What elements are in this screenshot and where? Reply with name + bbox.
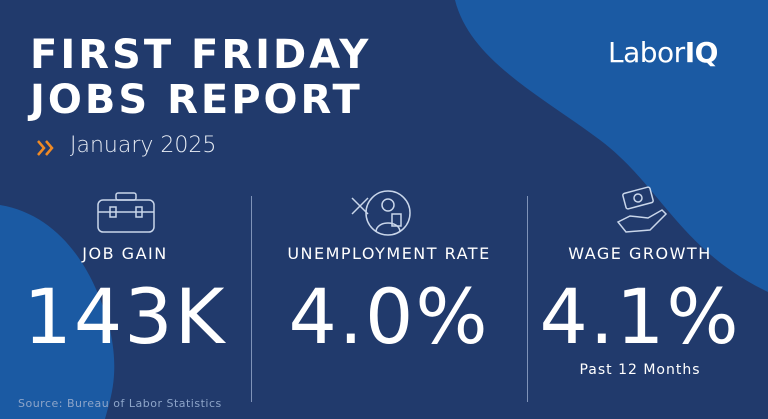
blob-bottom-left [0, 205, 115, 419]
stat-value: 143K [23, 272, 227, 361]
logo-text: IQ [684, 36, 719, 69]
source: Source: Bureau of Labor Statistics [18, 397, 222, 410]
divider [527, 196, 528, 402]
report-date: January 2025 [70, 133, 217, 158]
logo-text: Labor [608, 36, 685, 69]
stat-label: WAGE GROWTH [568, 244, 712, 263]
wage-icon [616, 186, 668, 233]
title-line: JOBS REPORT [30, 77, 363, 123]
unemployment-icon [351, 190, 411, 236]
briefcase-icon [97, 192, 155, 233]
blob-top-right [455, 0, 768, 292]
logo: LaborIQ [608, 36, 718, 69]
stat-value: 4.0% [288, 272, 490, 361]
stat-label: UNEMPLOYMENT RATE [287, 244, 491, 263]
stat-note: Past 12 Months [579, 362, 701, 378]
title-line: FIRST FRIDAY [30, 32, 372, 78]
stat-label: JOB GAIN [82, 244, 168, 263]
stat-value: 4.1% [539, 272, 741, 361]
divider [251, 196, 252, 402]
chevrons [37, 140, 54, 156]
